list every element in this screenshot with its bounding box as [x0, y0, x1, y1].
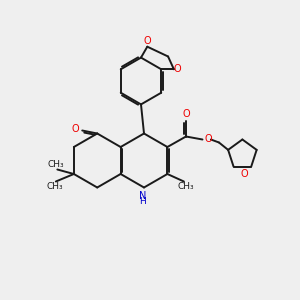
Text: CH₃: CH₃ — [177, 182, 194, 191]
Text: O: O — [173, 64, 181, 74]
Text: O: O — [143, 36, 151, 46]
Text: H: H — [139, 197, 146, 206]
Text: CH₃: CH₃ — [47, 160, 64, 169]
Text: O: O — [204, 134, 212, 144]
Text: CH₃: CH₃ — [46, 182, 63, 191]
Text: N: N — [139, 191, 146, 201]
Text: O: O — [182, 109, 190, 119]
Text: O: O — [72, 124, 80, 134]
Text: O: O — [240, 169, 248, 179]
